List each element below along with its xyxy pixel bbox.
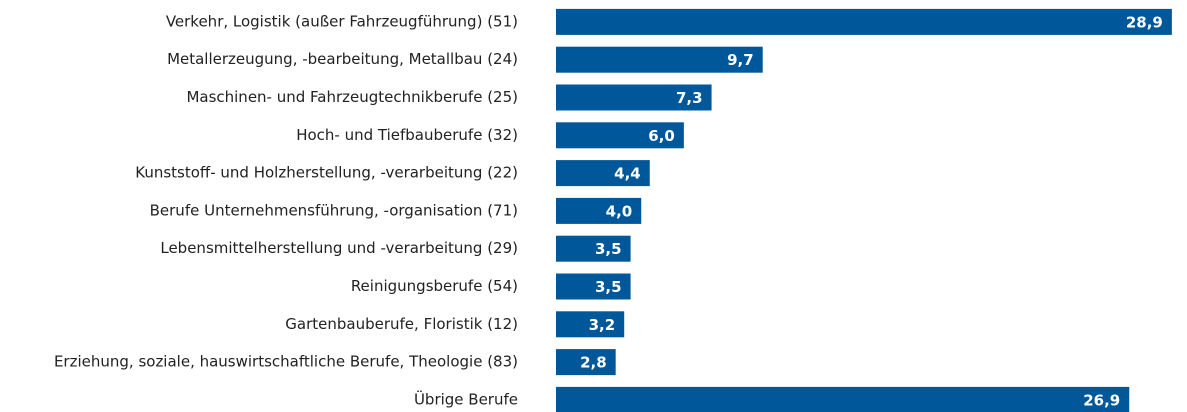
category-label: Hoch- und Tiefbauberufe (32) [296,126,518,144]
value-label: 2,8 [580,354,607,372]
category-label: Verkehr, Logistik (außer Fahrzeugführung… [166,12,518,30]
bar [556,84,712,111]
value-label: 9,7 [727,51,754,69]
category-label: Gartenbauberufe, Floristik (12) [285,315,518,333]
value-label: 4,0 [606,202,633,220]
category-label: Erziehung, soziale, hauswirtschaftliche … [54,353,518,371]
bar [556,349,616,376]
bar [556,197,642,224]
bar [556,122,684,149]
value-label: 3,5 [595,278,622,296]
bar [556,46,763,73]
value-label: 28,9 [1126,13,1163,31]
category-label: Übrige Berufe [414,389,518,408]
bar [556,160,650,187]
bar [556,273,631,300]
value-label: 3,2 [589,316,616,334]
category-label: Berufe Unternehmensführung, -organisatio… [150,201,518,219]
value-label: 26,9 [1083,391,1120,409]
value-label: 3,5 [595,240,622,258]
bar [556,235,631,262]
value-label: 7,3 [676,89,703,107]
value-label: 6,0 [648,127,675,145]
category-label: Lebensmittelherstellung und -verarbeitun… [160,239,518,257]
category-label: Kunststoff- und Holzherstellung, -verarb… [135,164,518,182]
bar [556,311,625,338]
bar [556,386,1130,412]
category-label: Reinigungsberufe (54) [351,277,518,295]
bar [556,8,1172,35]
value-label: 4,4 [614,165,641,183]
category-label: Maschinen- und Fahrzeugtechnikberufe (25… [186,88,518,106]
category-label: Metallerzeugung, -bearbeitung, Metallbau… [167,50,518,68]
